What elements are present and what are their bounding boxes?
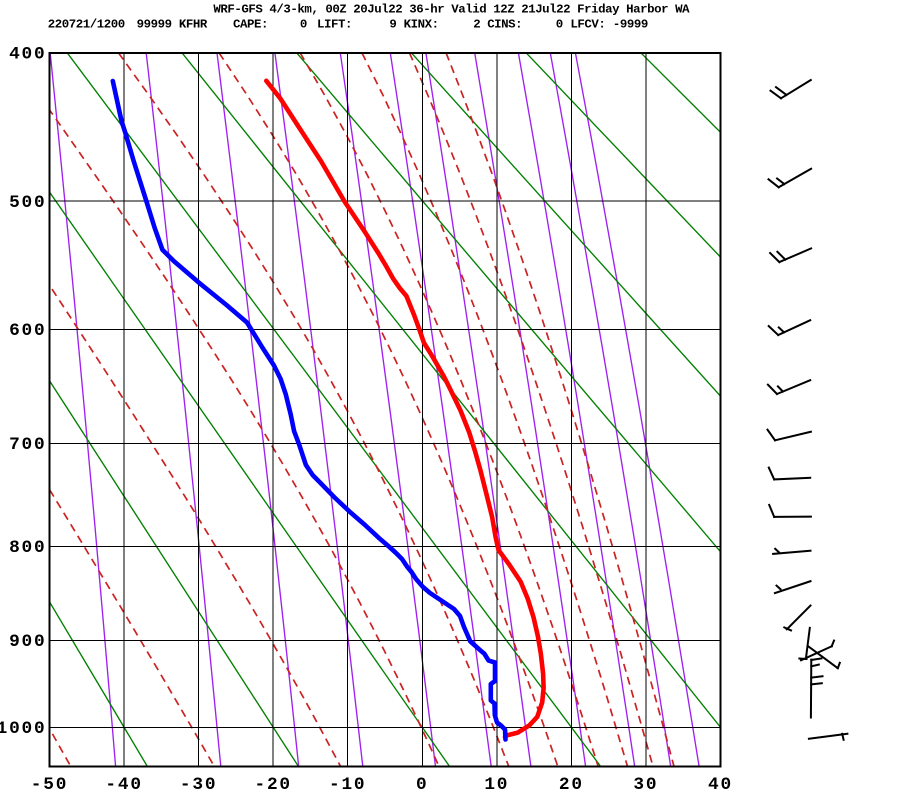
svg-text:700: 700 (9, 435, 46, 455)
svg-text:10: 10 (484, 775, 509, 795)
svg-text:0: 0 (556, 18, 563, 32)
svg-text:1000: 1000 (0, 719, 47, 739)
svg-text:0: 0 (300, 18, 307, 32)
svg-text:LIFT:: LIFT: (317, 18, 352, 32)
svg-text:-50: -50 (31, 775, 68, 795)
svg-text:99999: 99999 (137, 18, 172, 32)
svg-text:20: 20 (559, 775, 584, 795)
svg-text:600: 600 (9, 321, 46, 341)
svg-text:-30: -30 (180, 775, 217, 795)
svg-text:CINS:: CINS: (487, 18, 522, 32)
svg-text:KINX:: KINX: (404, 18, 439, 32)
svg-text:WRF-GFS 4/3-km, 00Z 20Jul22 36: WRF-GFS 4/3-km, 00Z 20Jul22 36-hr Valid … (213, 3, 690, 17)
svg-text:9: 9 (389, 18, 396, 32)
svg-text:CAPE:: CAPE: (233, 18, 268, 32)
svg-text:-9999: -9999 (613, 18, 648, 32)
svg-text:30: 30 (633, 775, 658, 795)
svg-text:40: 40 (708, 775, 733, 795)
svg-text:500: 500 (9, 193, 46, 213)
svg-text:800: 800 (9, 538, 46, 558)
svg-text:-10: -10 (329, 775, 366, 795)
svg-text:-20: -20 (254, 775, 291, 795)
svg-text:2: 2 (473, 18, 480, 32)
svg-text:LFCV:: LFCV: (570, 18, 605, 32)
svg-text:-40: -40 (105, 775, 142, 795)
svg-text:900: 900 (9, 632, 46, 652)
svg-text:220721/1200: 220721/1200 (48, 18, 125, 32)
svg-text:KFHR: KFHR (179, 18, 208, 32)
svg-text:400: 400 (9, 45, 46, 65)
svg-text:0: 0 (416, 775, 428, 795)
